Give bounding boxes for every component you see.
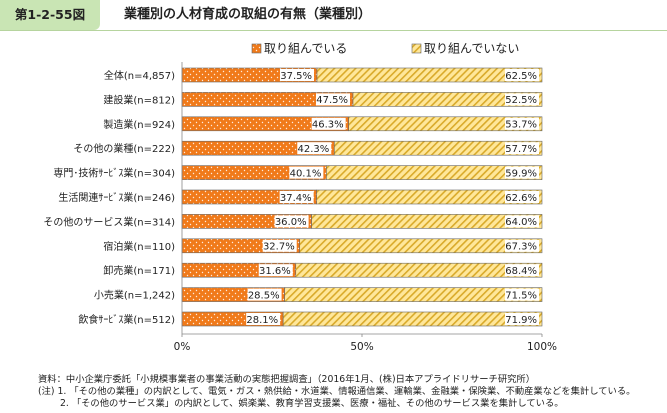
- data-label-engaged: 46.3%: [312, 120, 344, 131]
- figure-header: 第1-2-55図 業種別の人材育成の取組の有無（業種別）: [0, 0, 667, 31]
- data-label-bg: [274, 215, 309, 228]
- chart-notes: 資料：中小企業庁委託「小規模事業者の事業活動の実態把握調査」（2016年1月、(…: [38, 374, 635, 410]
- data-label-bg: [279, 191, 314, 203]
- bar-not-engaged: [282, 311, 543, 327]
- data-label-engaged: 36.0%: [275, 217, 307, 228]
- data-label-bg: [247, 288, 282, 301]
- data-label-not-engaged: 71.9%: [505, 315, 537, 326]
- bar-not-engaged: [295, 262, 543, 278]
- x-tick-label: 0%: [174, 341, 191, 353]
- data-label-bg: [505, 239, 539, 252]
- bar-not-engaged: [316, 189, 543, 205]
- data-label-bg: [505, 166, 539, 179]
- x-tick-label: 50%: [350, 341, 373, 353]
- data-label-engaged: 40.1%: [290, 168, 322, 179]
- bar-not-engaged: [311, 214, 543, 229]
- header-divider: [0, 30, 667, 31]
- data-label-bg: [505, 191, 539, 203]
- data-label-not-engaged: 53.7%: [505, 120, 537, 131]
- data-label-bg: [505, 264, 539, 277]
- category-label: 卸売業(n=171): [103, 264, 175, 277]
- legend-swatch-engaged: [251, 43, 262, 54]
- data-label-engaged: 28.1%: [246, 315, 278, 326]
- data-label-bg: [505, 93, 539, 106]
- category-label: 全体(n=4,857): [104, 69, 175, 82]
- data-label-not-engaged: 68.4%: [505, 266, 537, 277]
- bar-not-engaged: [326, 165, 543, 180]
- chart-bars: 全体(n=4,857) 37.5% 62.5% 建設業(n=812) 47.5% 52.5…: [43, 67, 543, 327]
- category-label: 製造業(n=924): [103, 118, 175, 131]
- data-label-bg: [316, 93, 350, 106]
- data-label-not-engaged: 52.5%: [505, 95, 537, 106]
- category-label: 建設業(n=812): [103, 93, 175, 106]
- data-label-bg: [505, 142, 539, 155]
- data-label-bg: [289, 166, 324, 179]
- note-2: 2. 「その他のサービス業」の内訳として、娯楽業、教育学習支援業、医療・福祉、そ…: [60, 398, 564, 409]
- data-label-engaged: 28.5%: [248, 290, 280, 301]
- category-label: その他のサービス業(n=314): [43, 215, 175, 228]
- data-label-bg: [505, 288, 539, 301]
- data-label-not-engaged: 67.3%: [505, 242, 537, 253]
- legend-label-not-engaged: 取り組んでいない: [424, 42, 519, 56]
- data-label-engaged: 47.5%: [316, 95, 348, 106]
- data-label-bg: [262, 239, 297, 252]
- data-label-not-engaged: 62.6%: [505, 193, 537, 204]
- data-label-engaged: 37.5%: [280, 71, 312, 82]
- data-label-bg: [505, 215, 539, 228]
- data-label-bg: [505, 69, 539, 81]
- figure-label: 第1-2-55図: [0, 0, 100, 30]
- data-label-not-engaged: 57.7%: [505, 144, 537, 155]
- data-label-not-engaged: 59.9%: [505, 168, 537, 179]
- data-label-bg: [311, 117, 346, 130]
- data-label-not-engaged: 62.5%: [505, 71, 537, 82]
- category-label: 飲食ｻｰﾋﾞｽ業(n=512): [78, 313, 175, 326]
- data-label-bg: [258, 264, 293, 277]
- bar-not-engaged: [348, 116, 543, 132]
- data-label-engaged: 31.6%: [259, 266, 291, 277]
- data-label-engaged: 32.7%: [263, 242, 295, 253]
- bar-not-engaged: [316, 67, 543, 83]
- data-label-bg: [280, 69, 314, 81]
- source-note: 資料：中小企業庁委託「小規模事業者の事業活動の実態把握調査」（2016年1月、(…: [38, 374, 536, 385]
- x-axis: 0% 50% 100%: [174, 62, 557, 353]
- note-1: (注) 1. 「その他の業種」の内訳として、電気・ガス・熱供給・水道業、情報通信…: [38, 386, 636, 397]
- data-label-bg: [505, 117, 539, 130]
- category-label: 生活関連ｻｰﾋﾞｽ業(n=246): [58, 191, 175, 204]
- legend-swatch-not-engaged: [411, 43, 422, 54]
- bar-not-engaged: [333, 140, 543, 156]
- bar-not-engaged: [352, 92, 543, 107]
- data-label-bg: [246, 313, 281, 325]
- category-label: 宿泊業(n=110): [103, 240, 175, 253]
- category-label: その他の業種(n=222): [73, 142, 175, 155]
- chart-legend: 取り組んでいる 取り組んでいない: [251, 42, 519, 56]
- x-tick-label: 100%: [527, 341, 557, 353]
- data-label-not-engaged: 64.0%: [505, 217, 537, 228]
- data-label-bg: [297, 142, 332, 155]
- category-label: 専門･技術ｻｰﾋﾞｽ業(n=304): [53, 167, 175, 180]
- bar-not-engaged: [284, 287, 543, 302]
- data-label-not-engaged: 71.5%: [505, 290, 537, 301]
- category-label: 小売業(n=1,242): [94, 289, 175, 302]
- data-label-engaged: 37.4%: [280, 193, 312, 204]
- legend-label-engaged: 取り組んでいる: [264, 42, 347, 56]
- data-label-engaged: 42.3%: [297, 144, 329, 155]
- bar-not-engaged: [299, 238, 543, 254]
- stacked-bar-chart: 取り組んでいる 取り組んでいない 全体(n=4,857) 37.5% 62.5% 建設業…: [43, 42, 557, 354]
- data-label-bg: [505, 313, 539, 325]
- figure-title: 業種別の人材育成の取組の有無（業種別）: [124, 7, 372, 22]
